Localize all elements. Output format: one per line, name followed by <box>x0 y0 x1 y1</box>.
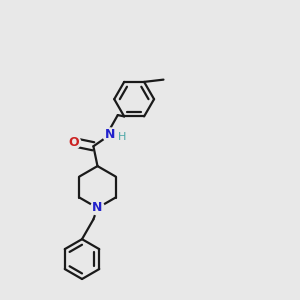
Circle shape <box>67 135 81 149</box>
Text: N: N <box>105 128 115 141</box>
Text: H: H <box>118 132 126 142</box>
Text: O: O <box>68 136 79 149</box>
Text: N: N <box>92 202 103 214</box>
Circle shape <box>103 128 117 142</box>
Circle shape <box>91 201 104 215</box>
